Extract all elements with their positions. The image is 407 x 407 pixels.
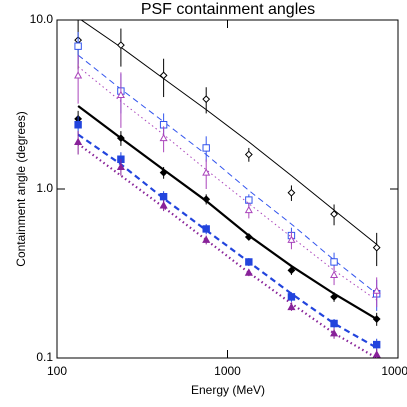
data-point [372, 243, 381, 252]
data-point [245, 258, 253, 266]
y-tick-label: 1.0 [36, 181, 53, 195]
data-point [116, 41, 125, 50]
plot-frame [56, 19, 399, 359]
data-point [330, 319, 338, 328]
plot-area [74, 20, 381, 358]
data-point [74, 137, 83, 145]
data-point [159, 168, 168, 177]
data-point [330, 270, 339, 279]
data-point [202, 95, 211, 104]
data-point [372, 286, 381, 294]
data-point [74, 71, 83, 79]
fit-line [80, 20, 378, 245]
data-point [372, 340, 381, 349]
data-point [116, 134, 125, 143]
data-point [372, 315, 381, 323]
data-point [159, 121, 168, 129]
data-point [330, 329, 339, 337]
data-point [202, 235, 211, 243]
fit-line [77, 105, 378, 320]
data-point [244, 150, 253, 159]
data-point [202, 195, 211, 204]
data-point [287, 235, 296, 243]
data-point [330, 292, 338, 301]
x-tick-label: 100 [47, 364, 67, 378]
data-point [287, 302, 296, 311]
data-point [202, 225, 210, 233]
data-point [74, 42, 82, 50]
data-point [244, 233, 253, 241]
data-point [159, 201, 168, 209]
data-point [202, 168, 211, 176]
data-point [202, 144, 210, 152]
fit-line [77, 66, 377, 301]
data-point [159, 133, 168, 142]
y-axis-label: Containment angle (degrees) [14, 111, 28, 266]
data-point [159, 193, 168, 201]
data-point [244, 268, 253, 276]
data-point [372, 350, 381, 358]
data-point [116, 162, 125, 171]
data-point [116, 90, 125, 99]
fit-line [77, 133, 378, 349]
y-tick-label: 0.1 [36, 350, 53, 364]
data-point [330, 258, 338, 266]
data-point [287, 188, 296, 197]
y-tick-label: 10.0 [30, 12, 54, 26]
data-point [330, 210, 338, 219]
x-tick-label: 1000 [214, 364, 241, 378]
fit-line [77, 54, 377, 295]
data-point [244, 205, 253, 214]
data-point [287, 266, 296, 275]
data-point [74, 121, 82, 129]
data-point [287, 293, 296, 301]
data-point [159, 71, 168, 80]
chart-title: PSF containment angles [141, 1, 315, 18]
x-axis-label: Energy (MeV) [191, 383, 265, 397]
